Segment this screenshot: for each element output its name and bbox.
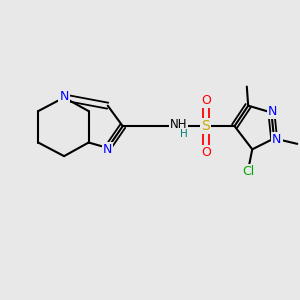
Text: H: H — [180, 129, 188, 139]
Text: N: N — [272, 133, 281, 146]
Text: NH: NH — [170, 118, 188, 131]
Text: N: N — [59, 90, 69, 103]
Text: Cl: Cl — [242, 165, 254, 178]
Text: N: N — [103, 143, 112, 156]
Text: N: N — [268, 105, 278, 118]
Text: O: O — [201, 94, 211, 107]
Text: S: S — [202, 119, 210, 133]
Text: O: O — [201, 146, 211, 158]
